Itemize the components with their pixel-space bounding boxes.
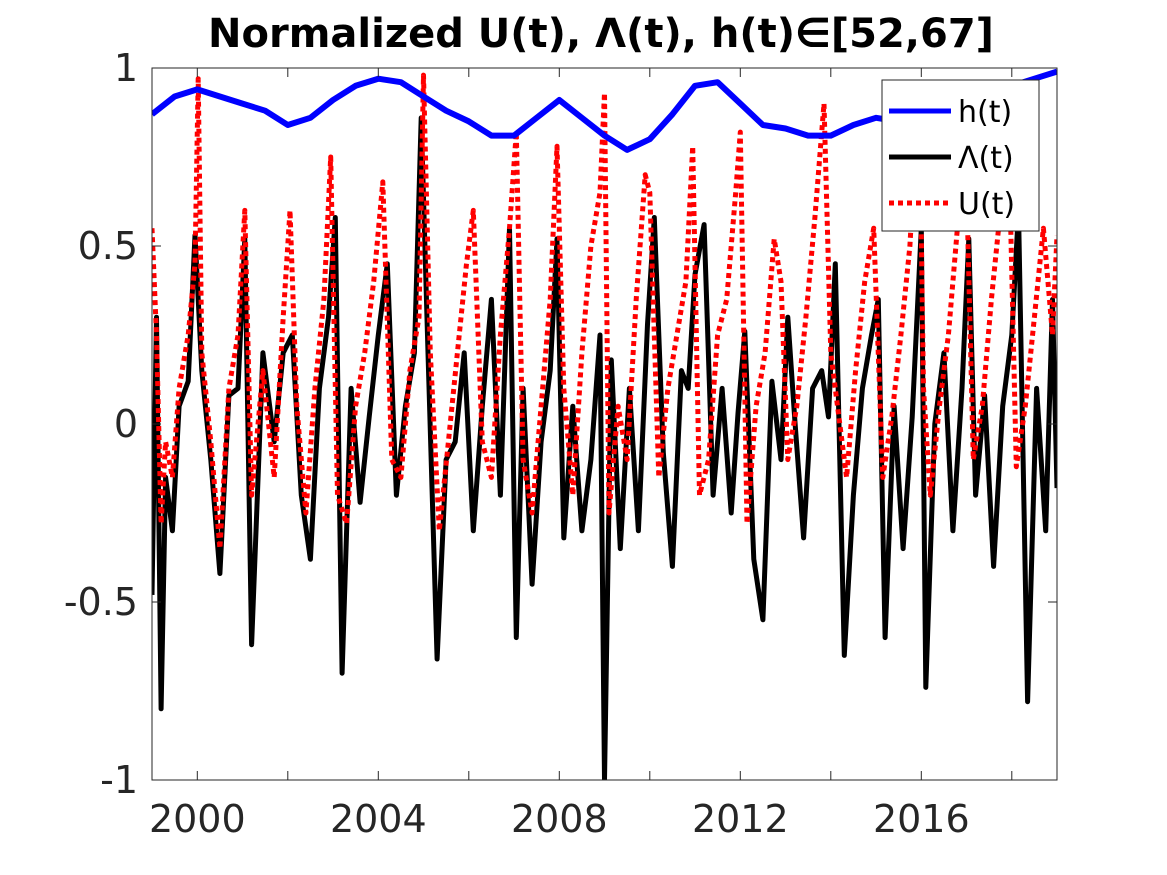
y-tick-label: 0.5 [78, 224, 138, 268]
y-tick-label: 1 [114, 46, 138, 90]
legend-label-lambda: Λ(t) [958, 141, 1014, 176]
x-tick-label: 2000 [149, 797, 246, 841]
legend: h(t) Λ(t) U(t) [881, 79, 1040, 232]
x-tick-label: 2008 [511, 797, 608, 841]
chart-title: Normalized U(t), Λ(t), h(t)∈[52,67] [208, 11, 994, 57]
x-tick-label: 2016 [873, 797, 970, 841]
y-tick-label: -0.5 [64, 580, 138, 624]
legend-label-h: h(t) [958, 95, 1012, 130]
y-tick-label: 0 [114, 402, 138, 446]
y-tick-label: -1 [100, 758, 138, 802]
legend-label-u: U(t) [958, 187, 1015, 222]
ticks-layer [152, 67, 1057, 781]
series-line-u [152, 72, 1057, 552]
tick-labels-layer: 2000 2004 2008 2012 2016 -1 -0.5 0 0.5 1 [64, 46, 970, 841]
x-tick-label: 2004 [330, 797, 427, 841]
x-tick-label: 2012 [692, 797, 789, 841]
